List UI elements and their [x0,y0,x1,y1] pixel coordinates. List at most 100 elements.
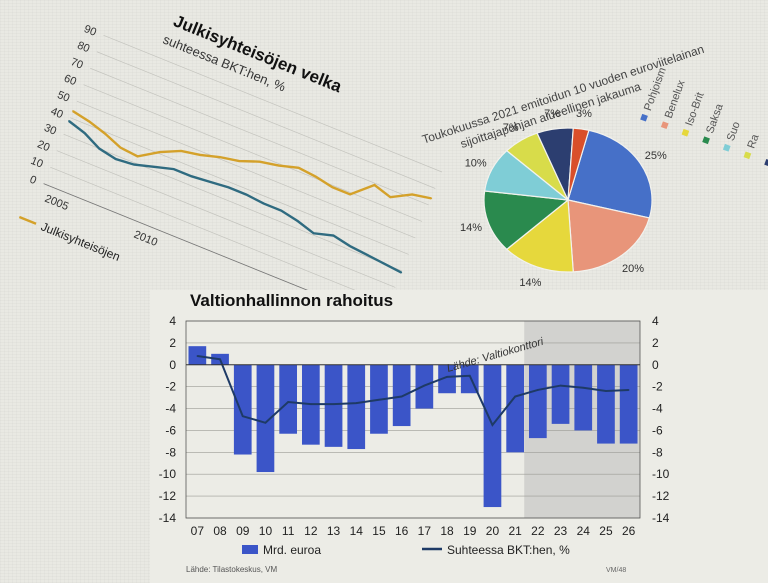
bar-y-tick-right: 4 [652,314,659,328]
debt-series-2-point [332,234,335,237]
bar-y-tick-right: 0 [652,358,659,372]
debt-y-tick: 40 [49,105,65,121]
pie-legend-label: Ra [745,132,761,150]
debt-series-1-point [219,156,221,158]
debt-series-2-point [312,232,315,235]
bar-y-tick-right: 2 [652,336,659,350]
debt-series-1-point [297,166,300,169]
bar-x-tick: 14 [350,524,364,538]
pie-slice [567,127,590,201]
debt-series-1-point [238,160,241,162]
bar-y-tick-right: -14 [652,511,670,525]
debt-series-1-point [104,132,107,135]
bar-x-tick: 24 [577,524,591,538]
debt-y-tick: 60 [62,73,78,89]
debt-series-2-point [209,181,211,183]
debt-gridline [50,166,389,305]
bar-x-tick: 17 [418,524,432,538]
pie-slice [483,190,570,251]
gdp-ratio-point [423,384,426,387]
debt-y-tick: 20 [36,138,52,154]
debt-series-1-point [314,175,317,178]
gdp-ratio-point [605,390,607,392]
pie-legend-swatch [764,158,768,167]
bar-plot-frame [185,320,641,519]
gdp-ratio-point [514,395,516,398]
bar-26 [619,364,638,444]
bar-y-tick-left: -10 [159,467,177,481]
debt-series-1-point [373,184,376,186]
debt-series-1-point [331,186,334,188]
debt-series-1-point [159,151,161,153]
bar-13 [324,364,343,447]
debt-series-2-point [153,166,155,168]
pie-slice-label: 25% [645,150,667,162]
pie-slice-label: 14% [460,222,482,234]
bar-y-tick-right: -12 [652,489,670,503]
bar-chart-title: Valtionhallinnon rahoitus [190,291,393,310]
bar-y-tick-left: -6 [165,423,176,437]
bar-14 [347,364,366,450]
bar-20 [483,364,502,508]
debt-series-2-point [190,175,193,178]
gdp-ratio-point [559,384,562,387]
bar-x-tick: 08 [213,524,227,538]
gdp-ratio-line [197,355,629,427]
legend-bar-label: Mrd. euroa [263,543,321,557]
gdp-ratio-point [400,395,403,398]
debt-gridline [56,150,396,288]
bar-y-tick-right: -8 [652,445,663,459]
bar-x-tick: 16 [395,524,409,538]
debt-series-2-point [296,220,299,222]
pie-slice [567,129,653,219]
debt-series-2-point [262,202,265,205]
bar-x-tick: 18 [440,524,454,538]
bar-y-tick-left: -8 [165,445,176,459]
debt-y-tick: 30 [42,122,58,138]
debt-series-1-line [72,110,432,200]
bar-chart-panel [150,290,768,583]
debt-gridline [83,84,423,222]
pie-slice-label: 10% [465,158,487,170]
debt-series-1-point [389,196,392,198]
debt-series-1-point [119,146,122,149]
pie-slice-label: 7% [503,122,519,134]
gdp-ratio-point [332,403,335,405]
bar-x-tick: 12 [304,524,318,538]
bar-y-tick-right: -6 [652,423,663,437]
debt-gridline [63,133,403,272]
gdp-ratio-point [537,389,539,391]
debt-gridline [90,67,429,206]
gdp-ratio-point [241,415,244,418]
pie-legend-swatch [722,143,731,152]
debt-series-2-point [98,147,101,150]
debt-series-2-point [245,193,248,196]
debt-series-2-point [349,245,351,247]
pie-legend-swatch [702,136,710,145]
gdp-ratio-point [468,374,471,377]
debt-y-tick: 50 [56,89,72,105]
debt-series-2-point [172,168,175,170]
gdp-ratio-point [582,386,585,389]
bar-y-tick-right: -4 [652,402,663,416]
pie-slice [505,198,574,273]
bar-18 [438,364,456,394]
gdp-ratio-point [310,403,312,405]
bar-y-tick-left: 0 [169,358,176,372]
bar-11 [279,364,298,434]
source-note: Lähde: Tilastokeskus, VM [186,565,277,574]
pie-slice-label: 7% [544,108,560,120]
bar-10 [256,364,275,473]
pie-legend-swatch [660,121,669,130]
bar-x-tick: 21 [508,524,522,538]
bar-y-tick-right: -10 [652,467,670,481]
gdp-ratio-point [287,401,289,403]
gdp-ratio-point [446,376,448,378]
legend-line-label: Suhteessa BKT:hen, % [447,543,570,557]
debt-y-tick: 10 [29,155,45,171]
bar-y-tick-left: -2 [165,380,176,394]
pie-legend-swatch [743,151,752,160]
bar-y-tick-left: 2 [169,336,176,350]
